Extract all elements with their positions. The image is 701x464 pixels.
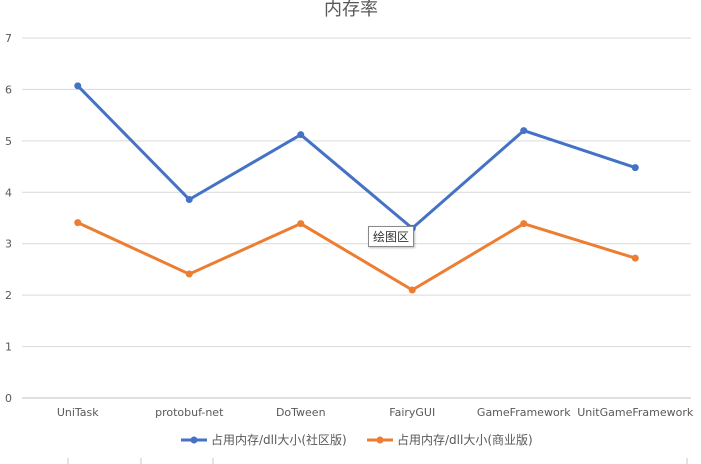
series-line-2 (76, 221, 637, 292)
y-tick-label: 5 (5, 135, 12, 148)
bottom-edge-marks (67, 458, 688, 464)
legend-marker-2 (376, 436, 384, 444)
plot-area-tooltip: 绘图区 (368, 226, 415, 247)
x-tick-label: UniTask (57, 406, 99, 419)
y-tick-label: 7 (5, 32, 12, 45)
y-tick-label: 2 (5, 289, 12, 302)
data-point (185, 195, 193, 203)
series-line-1 (76, 84, 637, 230)
legend-marker-1 (190, 436, 198, 444)
x-tick-label: DoTween (276, 406, 326, 419)
y-tick-label: 0 (5, 392, 12, 405)
data-point (74, 82, 82, 90)
data-point (520, 127, 528, 135)
x-tick-label: protobuf-net (155, 406, 224, 419)
data-point (185, 270, 193, 278)
x-tick-label: GameFramework (477, 406, 571, 419)
data-point (631, 164, 639, 172)
legend: 占用内存/dll大小(社区版) 占用内存/dll大小(商业版) (181, 432, 533, 447)
legend-label-2: 占用内存/dll大小(商业版) (397, 432, 533, 447)
y-tick-label: 3 (5, 238, 12, 251)
y-tick-label: 1 (5, 341, 12, 354)
gridlines (22, 37, 691, 399)
data-point (408, 286, 416, 294)
y-tick-label: 6 (5, 83, 12, 96)
y-axis-ticks: 0 1 2 3 4 5 6 7 (5, 32, 12, 405)
data-point (74, 219, 82, 227)
y-tick-label: 4 (5, 186, 12, 199)
x-axis-ticks: UniTask protobuf-net DoTween FairyGUI GameFr… (57, 406, 694, 419)
data-point (520, 220, 528, 228)
legend-label-1: 占用内存/dll大小(社区版) (211, 432, 347, 447)
x-tick-label: FairyGUI (389, 406, 435, 419)
data-point (297, 131, 305, 139)
x-tick-label: UnitGameFramework (577, 406, 694, 419)
data-point (297, 220, 305, 228)
chart-title: 内存率 (324, 0, 378, 20)
data-point (631, 254, 639, 262)
series-group (74, 82, 639, 294)
